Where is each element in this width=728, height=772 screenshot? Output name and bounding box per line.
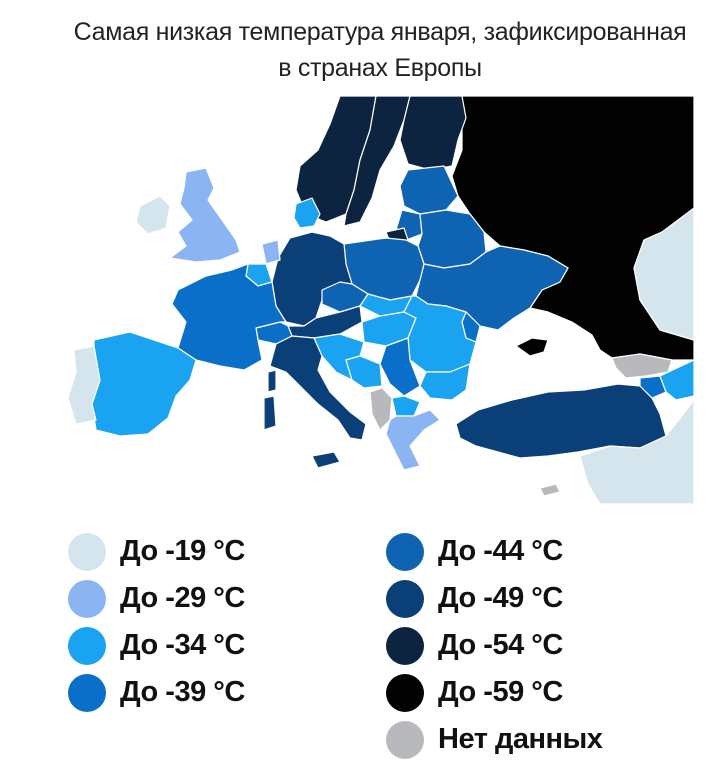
legend-swatch-39 — [68, 673, 106, 712]
legend-column-right: До -44 °C До -49 °C До -54 °C До -59 °C … — [386, 528, 603, 763]
legend-swatch-29 — [68, 579, 106, 618]
region-georgia — [611, 353, 673, 379]
legend-swatch-nodata — [386, 720, 424, 759]
legend-item: До -59 °C — [386, 669, 602, 716]
legend-item: До -34 °C — [68, 622, 245, 669]
region-sardinia — [263, 395, 277, 431]
legend-swatch-44 — [386, 532, 424, 571]
region-italy — [269, 335, 367, 441]
legend-swatch-54 — [386, 626, 424, 665]
legend-item: До -49 °C — [386, 575, 602, 622]
map-title: Самая низкая температура января, зафикси… — [60, 14, 700, 86]
legend-item: До -54 °C — [386, 622, 602, 669]
legend-label: До -59 °C — [438, 676, 563, 708]
region-greece — [385, 409, 441, 471]
legend-swatch-19 — [68, 532, 106, 571]
region-bosnia — [345, 355, 383, 389]
region-middle-east — [579, 399, 695, 505]
legend-label: До -29 °C — [120, 582, 245, 614]
region-portugal — [67, 345, 101, 425]
legend-item: До -19 °C — [68, 528, 245, 575]
region-kazakhstan — [633, 207, 695, 341]
region-serbia — [379, 337, 421, 397]
title-line-1: Самая низкая температура января, зафикси… — [73, 18, 687, 46]
region-baltics — [399, 165, 459, 215]
region-ireland — [135, 195, 171, 235]
region-turkey — [455, 383, 667, 459]
region-corsica — [267, 369, 277, 393]
region-uk — [169, 167, 241, 263]
region-denmark — [293, 197, 321, 229]
legend-item: Нет данных — [386, 716, 603, 763]
legend-column-left: До -19 °C До -29 °C До -34 °C До -39 °C — [68, 528, 245, 716]
legend-item: До -29 °C — [68, 575, 245, 622]
legend-label: Нет данных — [438, 723, 603, 755]
legend-item: До -39 °C — [68, 669, 245, 716]
legend-swatch-59 — [386, 673, 424, 712]
legend-label: До -34 °C — [120, 629, 245, 661]
region-sicily — [311, 451, 341, 469]
legend-label: До -49 °C — [438, 582, 563, 614]
legend-label: До -54 °C — [438, 629, 563, 661]
legend-label: До -19 °C — [120, 535, 245, 567]
region-bulgaria — [419, 363, 471, 401]
legend-swatch-34 — [68, 626, 106, 665]
legend-label: До -39 °C — [120, 676, 245, 708]
region-netherlands — [261, 239, 281, 265]
title-line-2: в странах Европы — [278, 54, 482, 82]
region-crimea — [515, 337, 549, 357]
region-azerbaijan — [659, 359, 695, 401]
region-armenia — [639, 375, 667, 399]
region-finland — [399, 95, 467, 171]
legend-label: До -44 °C — [438, 535, 563, 567]
region-macedonia — [391, 395, 421, 417]
legend-item: До -44 °C — [386, 528, 602, 575]
legend-swatch-49 — [386, 579, 424, 618]
region-cyprus — [539, 483, 561, 497]
